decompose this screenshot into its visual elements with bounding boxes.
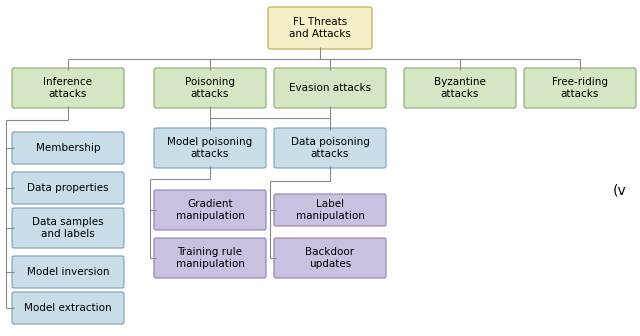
FancyBboxPatch shape xyxy=(274,68,386,108)
Text: Label
manipulation: Label manipulation xyxy=(296,199,364,221)
FancyBboxPatch shape xyxy=(12,172,124,204)
Text: Data samples
and labels: Data samples and labels xyxy=(32,217,104,239)
FancyBboxPatch shape xyxy=(268,7,372,49)
FancyBboxPatch shape xyxy=(404,68,516,108)
Text: Data properties: Data properties xyxy=(27,183,109,193)
Text: Evasion attacks: Evasion attacks xyxy=(289,83,371,93)
Text: Byzantine
attacks: Byzantine attacks xyxy=(434,77,486,99)
FancyBboxPatch shape xyxy=(12,256,124,288)
Text: Training rule
manipulation: Training rule manipulation xyxy=(175,247,244,269)
Text: Model inversion: Model inversion xyxy=(27,267,109,277)
FancyBboxPatch shape xyxy=(154,238,266,278)
Text: FL Threats
and Attacks: FL Threats and Attacks xyxy=(289,17,351,39)
FancyBboxPatch shape xyxy=(12,292,124,324)
FancyBboxPatch shape xyxy=(154,190,266,230)
FancyBboxPatch shape xyxy=(274,128,386,168)
Text: Poisoning
attacks: Poisoning attacks xyxy=(185,77,235,99)
Text: Model extraction: Model extraction xyxy=(24,303,112,313)
FancyBboxPatch shape xyxy=(154,128,266,168)
FancyBboxPatch shape xyxy=(274,194,386,226)
FancyBboxPatch shape xyxy=(12,132,124,164)
FancyBboxPatch shape xyxy=(154,68,266,108)
FancyBboxPatch shape xyxy=(274,238,386,278)
Text: Backdoor
updates: Backdoor updates xyxy=(305,247,355,269)
Text: Free-riding
attacks: Free-riding attacks xyxy=(552,77,608,99)
Text: (v: (v xyxy=(613,183,627,197)
Text: Model poisoning
attacks: Model poisoning attacks xyxy=(168,137,253,159)
FancyBboxPatch shape xyxy=(12,68,124,108)
Text: Membership: Membership xyxy=(36,143,100,153)
FancyBboxPatch shape xyxy=(524,68,636,108)
Text: Inference
attacks: Inference attacks xyxy=(44,77,93,99)
Text: Data poisoning
attacks: Data poisoning attacks xyxy=(291,137,369,159)
FancyBboxPatch shape xyxy=(12,208,124,248)
Text: Gradient
manipulation: Gradient manipulation xyxy=(175,199,244,221)
